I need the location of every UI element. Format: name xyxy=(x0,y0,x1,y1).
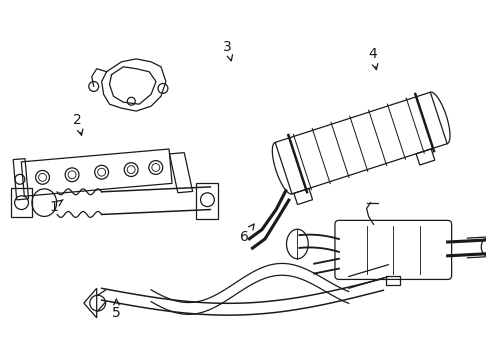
Text: 1: 1 xyxy=(49,199,63,213)
Text: 6: 6 xyxy=(240,224,254,244)
Text: 4: 4 xyxy=(367,47,377,69)
Text: 3: 3 xyxy=(223,40,232,61)
Text: 5: 5 xyxy=(112,299,121,320)
Text: 2: 2 xyxy=(73,113,83,135)
